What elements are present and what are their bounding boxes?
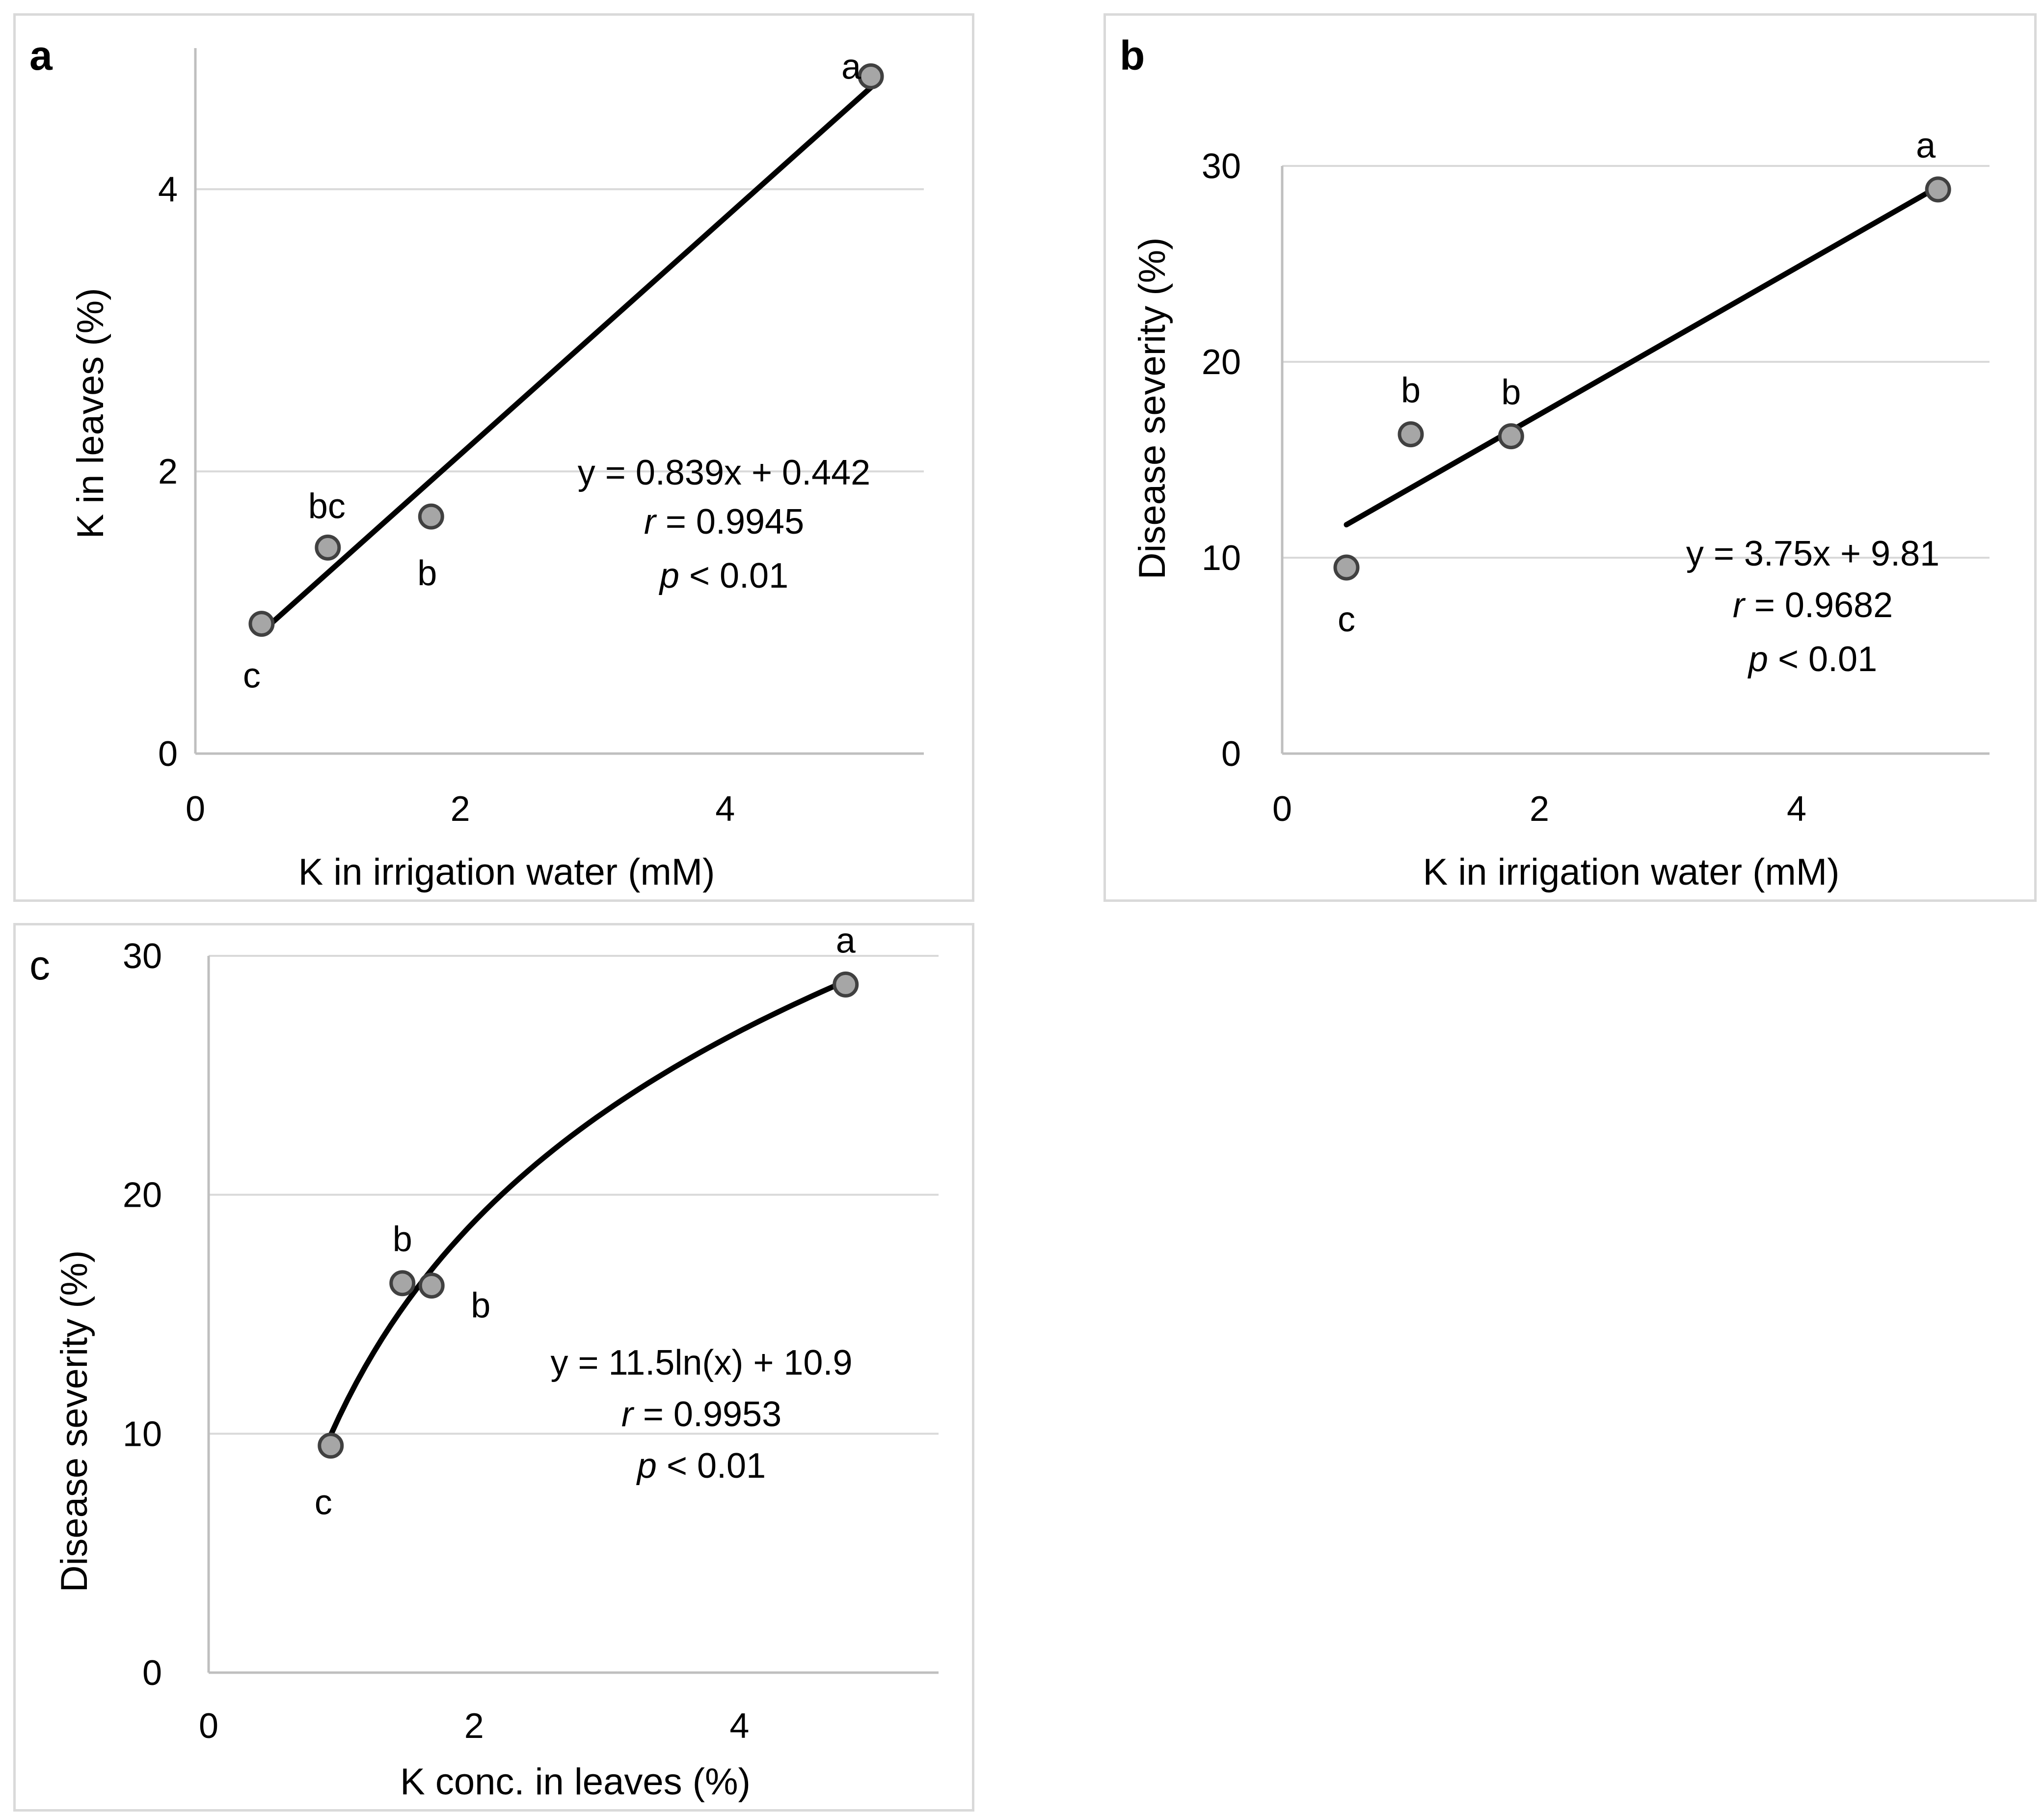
chart-c-p-number: < 0.01 <box>667 1446 766 1486</box>
point-significance-label: c <box>315 1483 332 1522</box>
data-point <box>315 534 341 561</box>
y-tick-label: 30 <box>1202 147 1241 186</box>
x-tick-label: 4 <box>715 789 735 829</box>
x-tick-label: 2 <box>464 1707 484 1746</box>
panel-label-a: a <box>29 32 53 79</box>
chart-a-r-value: r = 0.9945 <box>644 502 804 542</box>
chart-b-equation: y = 3.75x + 9.81 <box>1686 534 1939 573</box>
chart-a-ylabel: K in leaves (%) <box>70 288 111 539</box>
chart-c-xlabel: K conc. in leaves (%) <box>400 1761 751 1803</box>
point-significance-label: b <box>471 1286 490 1326</box>
x-tick-label: 0 <box>186 789 205 829</box>
chart-a-r-number: = 0.9945 <box>666 502 804 542</box>
x-tick-label: 4 <box>1787 789 1806 829</box>
point-significance-label: a <box>836 921 856 960</box>
chart-b-r-symbol: r <box>1733 586 1746 625</box>
chart-b-r-value: r = 0.9682 <box>1733 586 1893 625</box>
x-tick-label: 2 <box>1530 789 1549 829</box>
chart-c-equation: y = 11.5ln(x) + 10.9 <box>550 1343 852 1382</box>
chart-c-p-symbol: p <box>636 1446 657 1486</box>
trend-line <box>328 978 849 1438</box>
point-significance-label: c <box>1338 600 1355 639</box>
chart-b-xlabel: K in irrigation water (mM) <box>1423 851 1840 893</box>
chart-a-xlabel: K in irrigation water (mM) <box>298 851 715 893</box>
y-tick-label: 0 <box>1221 734 1241 774</box>
data-point <box>858 63 884 89</box>
y-tick-label: 4 <box>158 170 178 209</box>
chart-c-r-value: r = 0.9953 <box>621 1395 781 1434</box>
chart-c-r-symbol: r <box>621 1395 635 1434</box>
y-tick-label: 10 <box>1202 539 1241 578</box>
data-point <box>248 611 275 637</box>
x-tick-label: 4 <box>729 1707 749 1746</box>
trend-line <box>259 84 874 635</box>
chart-panel-a: 0 2 4 0 2 4 c bc b a a K in irrigation water (mM… <box>13 13 974 902</box>
y-tick-label: 30 <box>123 937 162 976</box>
chart-c-ylabel: Disease severity (%) <box>54 1250 95 1593</box>
chart-b-ylabel: Disease severity (%) <box>1131 238 1173 580</box>
point-significance-label: b <box>393 1220 412 1259</box>
point-significance-label: b <box>1501 373 1521 412</box>
chart-a-p-value: p < 0.01 <box>659 556 788 596</box>
chart-a-p-symbol: p <box>659 556 679 596</box>
data-point <box>1498 423 1524 450</box>
chart-b-svg: 0 10 20 30 0 2 4 c b b a b K in irrigation water … <box>1120 32 1990 893</box>
chart-a-equation-block: y = 0.839x + 0.442 r = 0.9945 p < 0.01 <box>578 453 870 596</box>
data-point <box>318 1433 344 1459</box>
data-point <box>833 971 859 998</box>
data-point <box>1925 176 1951 203</box>
y-tick-label: 20 <box>123 1176 162 1215</box>
point-significance-label: bc <box>308 487 346 526</box>
chart-b-r-number: = 0.9682 <box>1754 586 1893 625</box>
chart-a-p-number: < 0.01 <box>689 556 788 596</box>
chart-c-equation-block: y = 11.5ln(x) + 10.9 r = 0.9953 p < 0.01 <box>550 1343 852 1486</box>
chart-c-r-number: = 0.9953 <box>643 1395 781 1434</box>
chart-b-p-number: < 0.01 <box>1778 640 1877 679</box>
chart-b-equation-block: y = 3.75x + 9.81 r = 0.9682 p < 0.01 <box>1686 534 1939 679</box>
point-significance-label: a <box>841 47 861 86</box>
y-tick-label: 20 <box>1202 343 1241 382</box>
y-tick-label: 0 <box>142 1653 162 1693</box>
point-significance-label: a <box>1916 126 1936 165</box>
y-tick-label: 2 <box>158 452 178 491</box>
x-tick-label: 2 <box>451 789 470 829</box>
data-point <box>389 1270 416 1297</box>
chart-panel-b: 0 10 20 30 0 2 4 c b b a b K in irrigation water … <box>1103 13 2037 902</box>
chart-a-r-symbol: r <box>644 502 657 542</box>
y-tick-label: 10 <box>123 1414 162 1454</box>
data-point <box>1398 421 1424 448</box>
chart-b-p-symbol: p <box>1748 640 1768 679</box>
chart-a-svg: 0 2 4 0 2 4 c bc b a a K in irrigation water (mM… <box>29 32 924 893</box>
y-tick-label: 0 <box>158 734 178 774</box>
point-significance-label: c <box>243 656 261 696</box>
trend-line <box>1344 184 1941 528</box>
panel-label-c: c <box>29 942 50 988</box>
chart-c-p-value: p < 0.01 <box>636 1446 766 1486</box>
panel-label-b: b <box>1120 32 1145 79</box>
data-point <box>418 1273 445 1299</box>
chart-a-equation: y = 0.839x + 0.442 <box>578 453 870 492</box>
data-point <box>418 503 444 530</box>
x-tick-label: 0 <box>199 1707 218 1746</box>
point-significance-label: b <box>417 554 437 593</box>
point-significance-label: b <box>1401 371 1421 410</box>
chart-b-p-value: p < 0.01 <box>1748 640 1877 679</box>
x-tick-label: 0 <box>1272 789 1292 829</box>
data-point <box>1333 554 1360 581</box>
